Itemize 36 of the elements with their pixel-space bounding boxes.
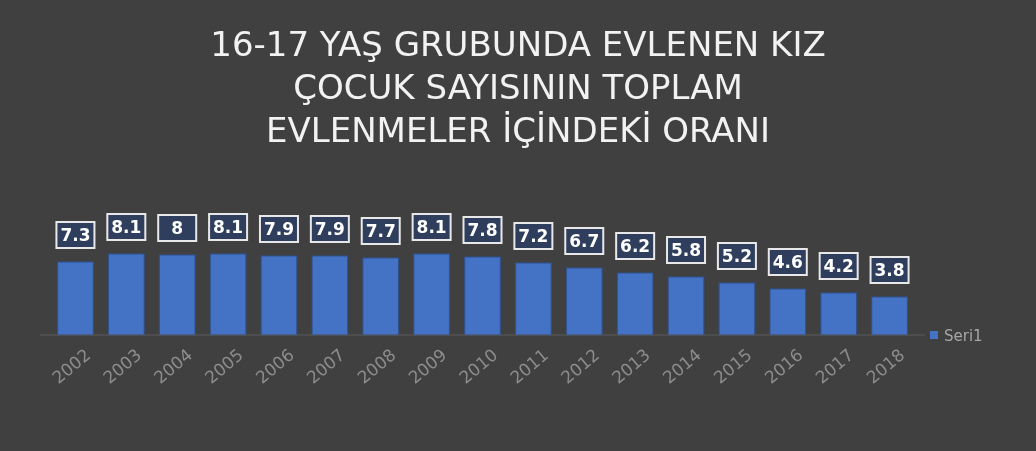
- data-label: 7.9: [263, 219, 295, 239]
- bar: [718, 282, 756, 336]
- data-label: 3.8: [874, 260, 905, 280]
- bar: [871, 296, 908, 336]
- data-label: 6.2: [620, 236, 651, 256]
- bar: [413, 253, 450, 336]
- bar: [464, 256, 501, 336]
- bar: [209, 253, 247, 336]
- data-label: 7.2: [518, 226, 549, 246]
- data-label: 7.8: [467, 220, 498, 240]
- data-label: 4.6: [772, 252, 803, 272]
- bar: [667, 276, 705, 336]
- bar: [362, 257, 400, 336]
- data-label: 5.2: [721, 246, 752, 266]
- data-label: 8.1: [416, 217, 447, 237]
- data-label: 8: [171, 218, 184, 238]
- data-label: 6.7: [569, 231, 600, 251]
- data-label: 4.2: [823, 256, 854, 276]
- bar: [616, 272, 654, 336]
- data-label: 8.1: [111, 217, 142, 237]
- bar: [515, 262, 552, 336]
- bar: [260, 255, 298, 336]
- chart-title: 16-17 YAŞ GRUBUNDA EVLENEN KIZ ÇOCUK SAYISININ TOPLAM EVLENMELER İÇİNDEKİ ORANI: [210, 24, 826, 150]
- bar: [565, 267, 603, 336]
- data-label: 7.3: [60, 225, 91, 245]
- bar: [108, 253, 145, 336]
- bar: [820, 292, 857, 336]
- text: Seri1: [944, 326, 983, 345]
- data-label: 7.9: [314, 219, 345, 239]
- data-label: 7.7: [365, 221, 396, 241]
- bar: [311, 255, 349, 336]
- bar: [158, 254, 196, 336]
- bar: [57, 261, 94, 336]
- data-label: 5.8: [670, 240, 702, 260]
- data-label: 8.1: [213, 217, 244, 237]
- bar: [769, 288, 807, 336]
